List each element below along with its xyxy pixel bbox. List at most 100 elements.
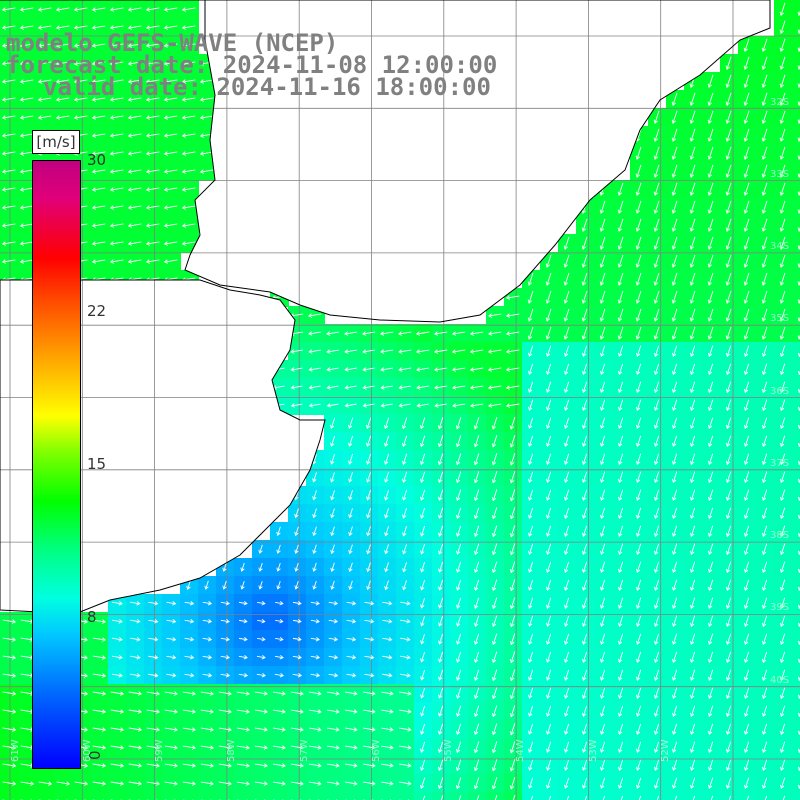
wind-arrow [127, 25, 142, 30]
lat-label: 34S [770, 241, 790, 252]
wind-cell [342, 576, 361, 595]
lat-label: 39S [770, 602, 790, 613]
wind-arrow [456, 615, 462, 627]
wind-arrow [638, 795, 642, 800]
wind-arrow [146, 709, 161, 714]
wind-arrow [564, 399, 570, 411]
wind-cell [486, 666, 505, 685]
wind-arrow [130, 637, 141, 642]
wind-arrow [743, 669, 750, 682]
wind-arrow [505, 403, 520, 408]
wind-arrow [617, 453, 624, 466]
wind-arrow [364, 637, 375, 642]
wind-arrow [346, 619, 357, 624]
wind-arrow [73, 97, 88, 102]
wind-cell [0, 252, 19, 271]
wind-cell [666, 450, 685, 469]
wind-cell [450, 558, 469, 577]
wind-arrow [761, 489, 768, 502]
wind-cell [432, 666, 451, 685]
wind-cell [684, 648, 703, 667]
wind-cell [414, 720, 433, 739]
wind-cell [468, 630, 487, 649]
wind-cell [720, 162, 739, 181]
wind-arrow [236, 781, 250, 786]
wind-cell [414, 324, 433, 343]
wind-cell [630, 774, 649, 793]
wind-cell [648, 288, 667, 307]
wind-cell [648, 270, 667, 289]
wind-arrow [416, 385, 430, 390]
wind-arrow [491, 777, 498, 790]
wind-cell [756, 396, 775, 415]
wind-arrow [292, 654, 302, 660]
wind-arrow [145, 61, 160, 66]
wind-arrow [438, 669, 444, 681]
wind-arrow [437, 435, 444, 448]
wind-cell [144, 90, 163, 109]
wind-cell [90, 216, 109, 235]
wind-arrow [509, 561, 516, 574]
wind-cell [486, 486, 505, 505]
wind-arrow [384, 580, 389, 591]
wind-cell [738, 558, 757, 577]
wind-arrow [308, 781, 322, 786]
wind-cell [702, 792, 721, 800]
wind-arrow [600, 633, 606, 645]
wind-arrow [563, 236, 570, 250]
wind-cell [720, 72, 739, 91]
wind-cell [612, 450, 631, 469]
wind-arrow [55, 43, 70, 48]
wind-cell [594, 558, 613, 577]
wind-arrow [528, 471, 534, 483]
wind-arrow [707, 453, 714, 466]
wind-arrow [690, 759, 696, 771]
wind-arrow [455, 723, 462, 736]
wind-arrow [276, 544, 281, 554]
wind-arrow [563, 272, 570, 286]
wind-arrow [707, 741, 714, 754]
wind-cell [756, 738, 775, 757]
lat-label: 37S [770, 458, 790, 469]
wind-arrow [310, 636, 320, 642]
wind-arrow [163, 97, 178, 102]
wind-cell [702, 774, 721, 793]
wind-arrow [600, 561, 606, 573]
wind-arrow [582, 687, 588, 699]
wind-arrow [582, 579, 588, 591]
wind-arrow [761, 471, 768, 484]
wind-cell [324, 414, 343, 433]
forecast-date: forecast date: 2024-11-08 12:00:00 [6, 51, 498, 79]
wind-cell [360, 432, 379, 451]
wind-cell [594, 198, 613, 217]
wind-arrow [707, 723, 714, 736]
wind-arrow [344, 331, 358, 336]
wind-arrow [420, 634, 425, 645]
wind-arrow [743, 164, 750, 178]
wind-cell [432, 522, 451, 541]
wind-arrow [451, 367, 466, 372]
wind-arrow [328, 673, 339, 678]
wind-arrow [636, 615, 642, 627]
wind-arrow [128, 781, 143, 786]
wind-cell [774, 594, 793, 613]
wind-arrow [689, 236, 696, 250]
wind-cell [360, 360, 379, 379]
wind-arrow [91, 97, 106, 102]
wind-arrow [220, 673, 231, 678]
wind-cell [72, 54, 91, 73]
wind-arrow [564, 615, 570, 627]
wind-cell [684, 684, 703, 703]
wind-arrow [707, 218, 714, 232]
wind-arrow [617, 345, 624, 358]
wind-arrow [236, 763, 250, 768]
wind-arrow [671, 218, 678, 232]
wind-arrow [636, 597, 642, 610]
wind-cell [612, 216, 631, 235]
wind-arrow [473, 471, 480, 484]
wind-arrow [163, 43, 178, 48]
wind-cell [702, 252, 721, 271]
wind-cell [450, 792, 469, 800]
wind-arrow [671, 597, 678, 610]
wind-arrow [92, 709, 107, 714]
